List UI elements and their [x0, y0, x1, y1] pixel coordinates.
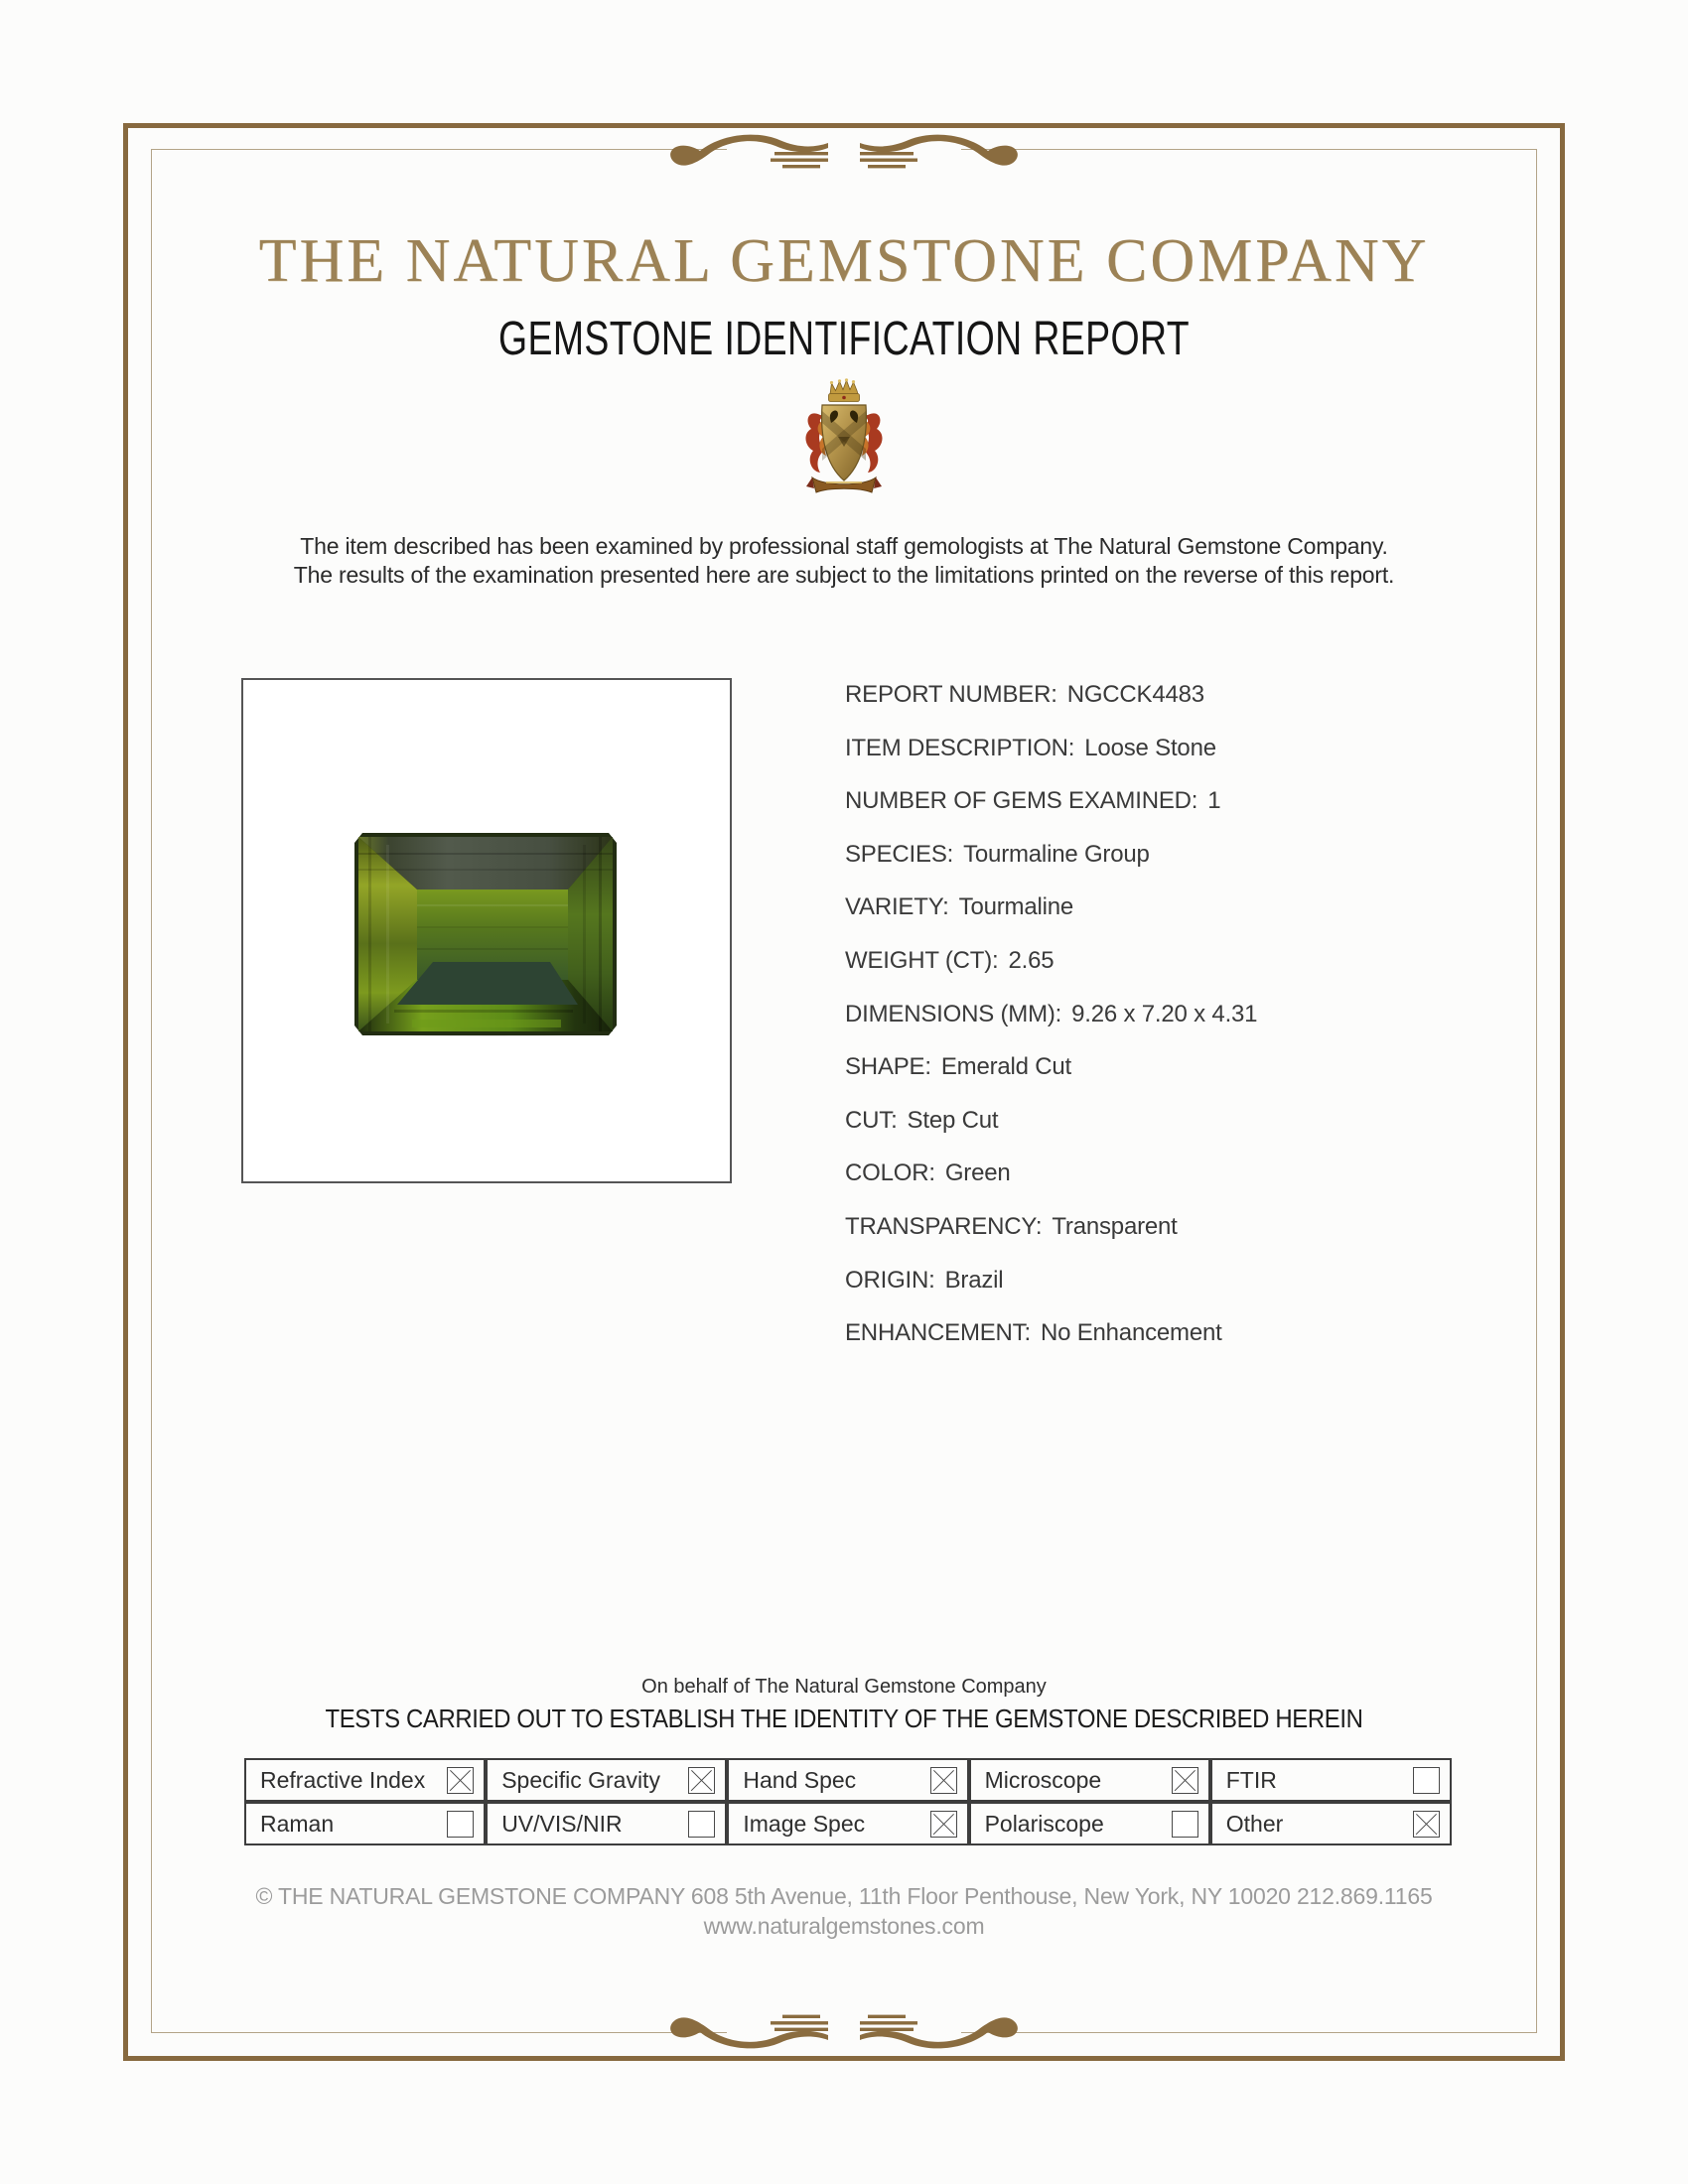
test-label: Raman: [260, 1810, 335, 1837]
test-label: Polariscope: [984, 1810, 1104, 1837]
company-crest-icon: [805, 378, 883, 493]
test-cell: Specific Gravity: [486, 1758, 728, 1802]
detail-value: Brazil: [944, 1266, 1004, 1294]
detail-value: Loose Stone: [1084, 734, 1216, 761]
detail-label: ITEM DESCRIPTION:: [845, 734, 1075, 761]
detail-label: ENHANCEMENT:: [845, 1319, 1031, 1347]
detail-label: VARIETY:: [845, 893, 949, 921]
detail-label: SHAPE:: [845, 1053, 931, 1081]
flourish-ornament-icon: [670, 2014, 1018, 2049]
tests-table: Refractive Index Specific Gravity Hand Spe…: [244, 1758, 1452, 1845]
checkbox-checked-icon: [688, 1766, 716, 1794]
test-cell: UV/VIS/NIR: [486, 1802, 728, 1845]
test-cell: Other: [1209, 1802, 1452, 1845]
detail-value: No Enhancement: [1040, 1319, 1222, 1347]
detail-value: Tourmaline Group: [963, 840, 1150, 868]
gemstone-photo: [241, 678, 732, 1183]
test-cell: Raman: [244, 1802, 487, 1845]
detail-value: 2.65: [1008, 946, 1055, 974]
outer-gold-border: [123, 123, 1565, 2061]
detail-row: NUMBER OF GEMS EXAMINED: 1: [845, 787, 1441, 841]
checkbox-checked-icon: [929, 1766, 957, 1794]
test-cell: Image Spec: [727, 1802, 969, 1845]
tests-table-row: Refractive Index Specific Gravity Hand Spe…: [244, 1758, 1452, 1802]
detail-row: REPORT NUMBER: NGCCK4483: [845, 681, 1441, 735]
checkbox-unchecked-icon: [447, 1810, 475, 1838]
checkbox-unchecked-icon: [688, 1810, 716, 1838]
detail-row: SPECIES: Tourmaline Group: [845, 841, 1441, 894]
intro-line-2: The results of the examination presented…: [293, 562, 1395, 588]
test-label: Refractive Index: [260, 1766, 426, 1793]
detail-value: Tourmaline: [958, 893, 1074, 921]
detail-row: DIMENSIONS (MM): 9.26 x 7.20 x 4.31: [845, 1001, 1441, 1054]
checkbox-unchecked-icon: [1413, 1766, 1440, 1794]
detail-value: Emerald Cut: [940, 1053, 1072, 1081]
detail-row: TRANSPARENCY: Transparent: [845, 1213, 1441, 1267]
checkbox-checked-icon: [1413, 1810, 1440, 1838]
checkbox-unchecked-icon: [1171, 1810, 1198, 1838]
detail-label: CUT:: [845, 1106, 898, 1134]
test-cell: Microscope: [968, 1758, 1210, 1802]
checkbox-checked-icon: [447, 1766, 475, 1794]
test-label: Microscope: [984, 1766, 1102, 1793]
tests-table-row: Raman UV/VIS/NIR Image Spec Polariscope Othe…: [244, 1802, 1452, 1845]
test-cell: Refractive Index: [244, 1758, 487, 1802]
test-cell: Polariscope: [968, 1802, 1210, 1845]
detail-value: Green: [944, 1160, 1011, 1187]
test-label: Hand Spec: [743, 1766, 857, 1793]
test-label: Other: [1225, 1810, 1284, 1837]
detail-label: ORIGIN:: [845, 1266, 935, 1294]
intro-line-1: The item described has been examined by …: [300, 533, 1388, 559]
report-type-subtitle: GEMSTONE IDENTIFICATION REPORT: [497, 313, 1191, 365]
test-cell: Hand Spec: [727, 1758, 969, 1802]
test-label: UV/VIS/NIR: [501, 1810, 623, 1837]
tests-heading: TESTS CARRIED OUT TO ESTABLISH THE IDENT…: [325, 1704, 1363, 1733]
flourish-ornament-icon: [670, 134, 1018, 169]
gemstone-image: [354, 833, 617, 1036]
detail-value: 1: [1207, 787, 1221, 815]
detail-row: ENHANCEMENT: No Enhancement: [845, 1319, 1441, 1373]
detail-label: WEIGHT (CT):: [845, 946, 999, 974]
detail-row: WEIGHT (CT): 2.65: [845, 947, 1441, 1001]
test-label: FTIR: [1225, 1766, 1277, 1793]
on-behalf-text: On behalf of The Natural Gemstone Compan…: [641, 1676, 1047, 1698]
detail-row: VARIETY: Tourmaline: [845, 893, 1441, 947]
detail-value: Step Cut: [907, 1106, 999, 1134]
detail-row: ITEM DESCRIPTION: Loose Stone: [845, 735, 1441, 788]
footer-address: © THE NATURAL GEMSTONE COMPANY 608 5th A…: [255, 1883, 1433, 1909]
detail-row: COLOR: Green: [845, 1160, 1441, 1213]
test-label: Specific Gravity: [501, 1766, 660, 1793]
report-details: REPORT NUMBER: NGCCK4483 ITEM DESCRIPTION:…: [845, 681, 1441, 1373]
detail-row: SHAPE: Emerald Cut: [845, 1053, 1441, 1107]
detail-row: CUT: Step Cut: [845, 1107, 1441, 1160]
detail-label: SPECIES:: [845, 840, 954, 868]
test-cell: FTIR: [1209, 1758, 1452, 1802]
detail-value: NGCCK4483: [1066, 681, 1204, 708]
detail-label: COLOR:: [845, 1160, 935, 1187]
detail-value: Transparent: [1052, 1212, 1178, 1240]
checkbox-checked-icon: [929, 1810, 957, 1838]
intro-paragraph: The item described has been examined by …: [0, 532, 1688, 590]
test-label: Image Spec: [743, 1810, 866, 1837]
checkbox-checked-icon: [1171, 1766, 1198, 1794]
detail-label: DIMENSIONS (MM):: [845, 1000, 1062, 1027]
footer-website: www.naturalgemstones.com: [703, 1913, 985, 1939]
detail-label: NUMBER OF GEMS EXAMINED:: [845, 787, 1198, 815]
detail-label: REPORT NUMBER:: [845, 681, 1057, 708]
detail-label: TRANSPARENCY:: [845, 1212, 1043, 1240]
detail-value: 9.26 x 7.20 x 4.31: [1071, 1000, 1258, 1027]
detail-row: ORIGIN: Brazil: [845, 1267, 1441, 1320]
page-title: THE NATURAL GEMSTONE COMPANY: [258, 227, 1430, 295]
